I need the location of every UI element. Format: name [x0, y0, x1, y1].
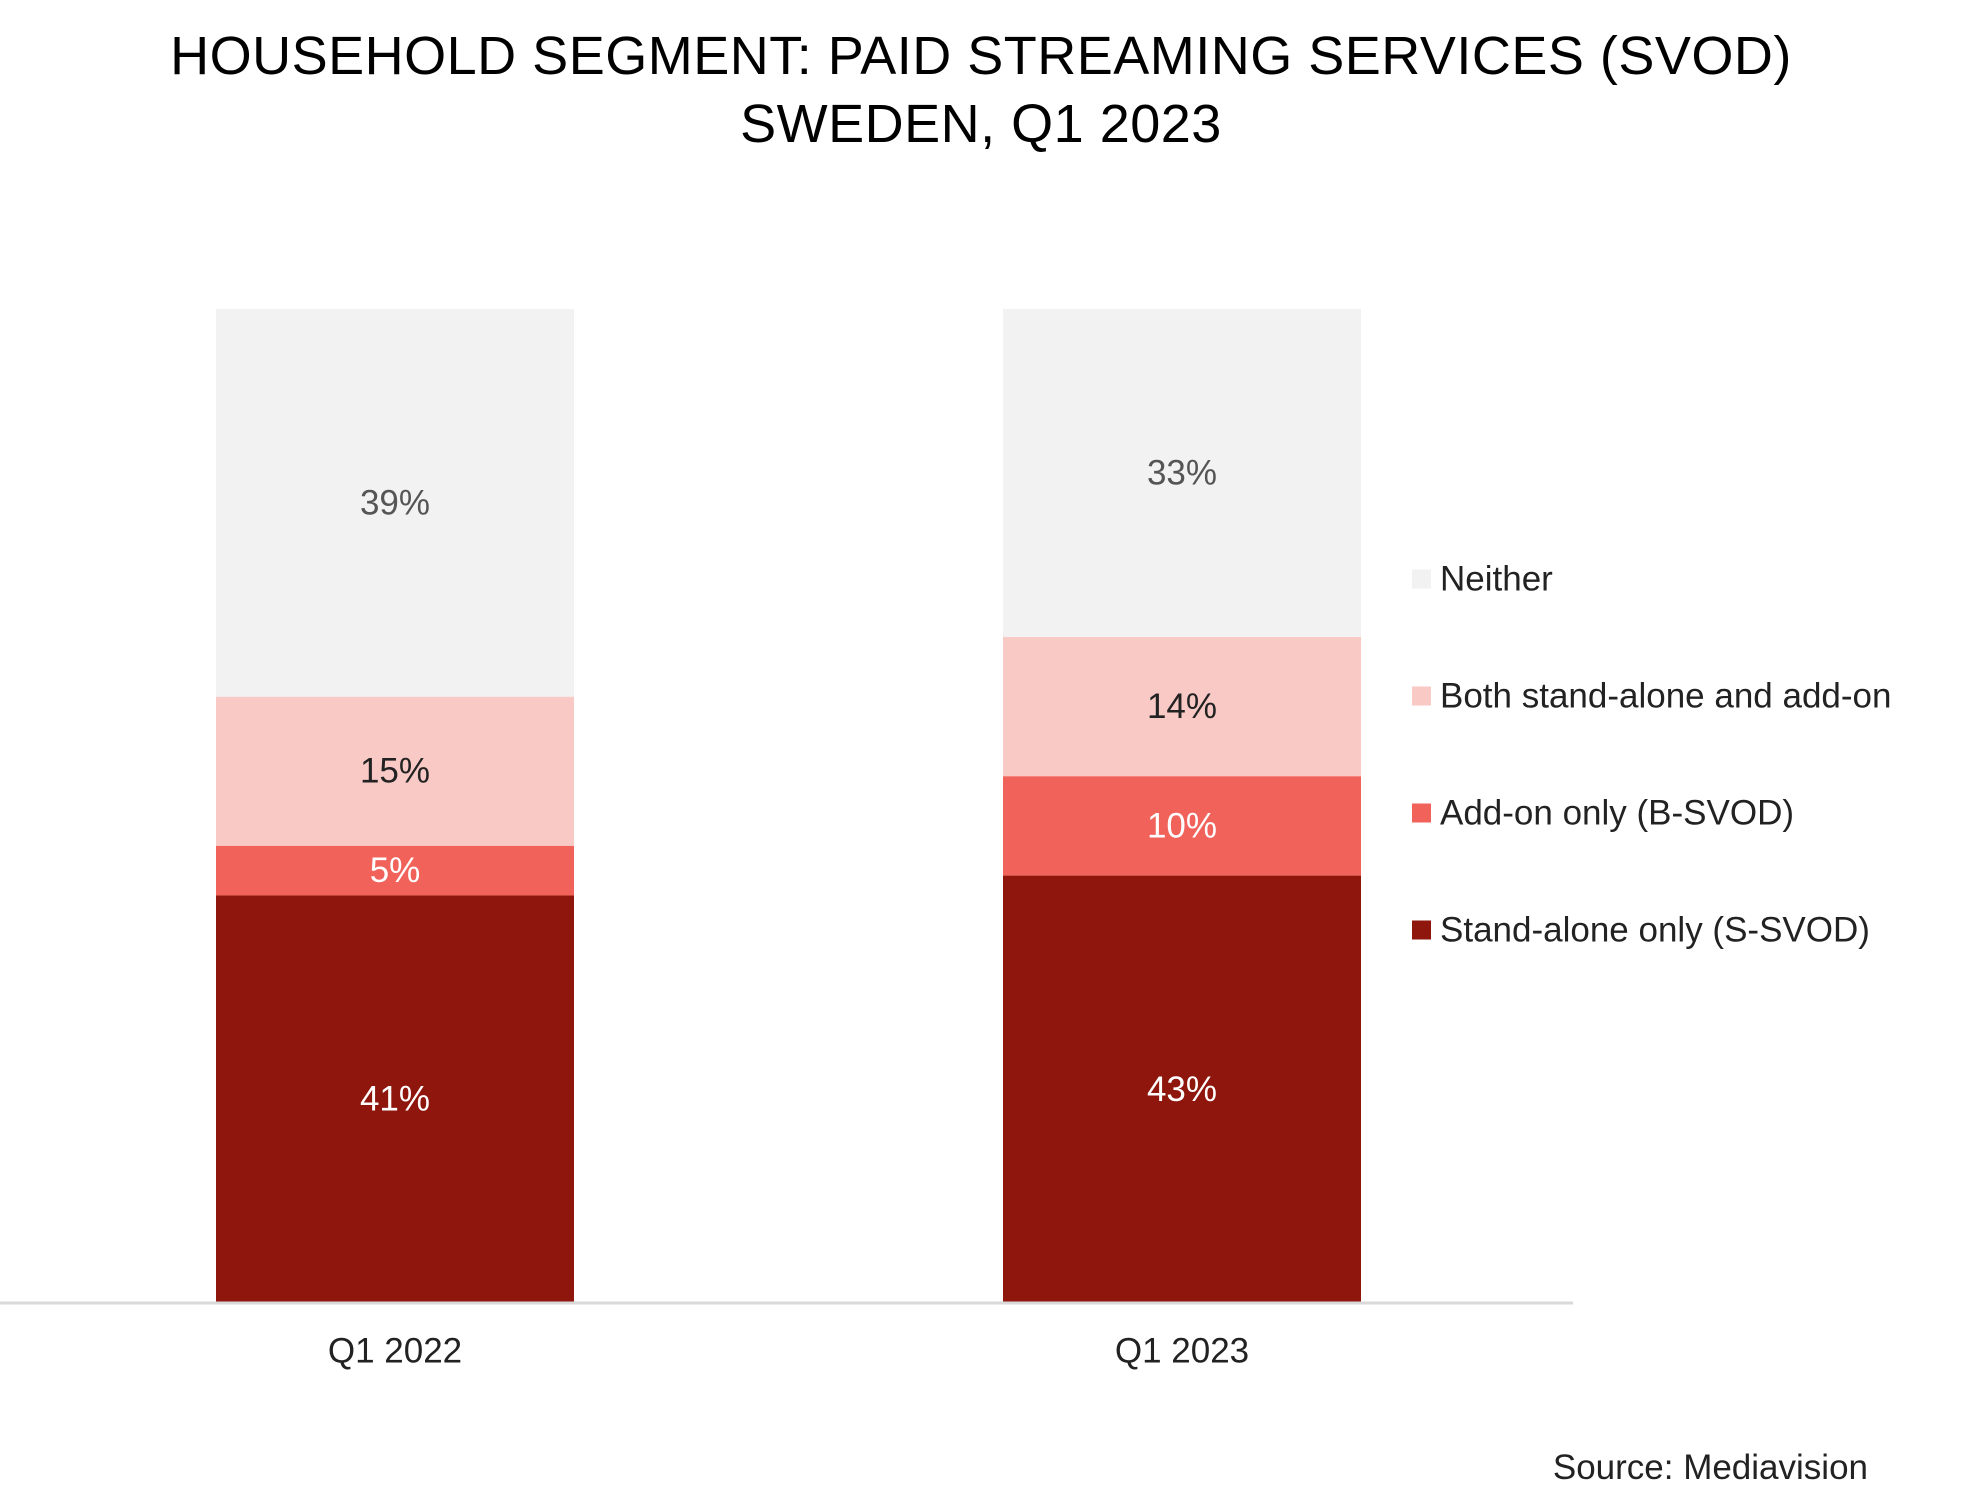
x-tick-label-q1-2023: Q1 2023: [1115, 1332, 1249, 1371]
legend-label-both-stand-alone-and-add-on: Both stand-alone and add-on: [1440, 677, 1891, 716]
legend-swatch-add-on-only-b-svod: [1412, 803, 1431, 823]
chart-title-line: HOUSEHOLD SEGMENT: PAID STREAMING SERVIC…: [170, 26, 1792, 86]
data-label-stand-alone-only-s-svod-q1-2023: 43%: [1147, 1070, 1217, 1109]
bar-segment-add-on-only-b-svod-q1-2022: [216, 845, 574, 896]
data-label-add-on-only-b-svod-q1-2022: 5%: [370, 851, 421, 890]
data-label-both-stand-alone-and-add-on-q1-2023: 14%: [1147, 687, 1217, 726]
legend-swatch-neither: [1412, 569, 1431, 589]
legend-label-add-on-only-b-svod: Add-on only (B-SVOD): [1440, 794, 1794, 833]
x-tick-label-q1-2022: Q1 2022: [328, 1332, 462, 1371]
legend-item-neither: Neither: [1412, 560, 1553, 599]
legend-item-add-on-only-b-svod: Add-on only (B-SVOD): [1412, 794, 1794, 833]
bar-segment-both-stand-alone-and-add-on-q1-2023: [1003, 637, 1361, 777]
bar-segment-stand-alone-only-s-svod-q1-2023: [1003, 875, 1361, 1303]
bar-segment-add-on-only-b-svod-q1-2023: [1003, 776, 1361, 876]
legend-label-stand-alone-only-s-svod: Stand-alone only (S-SVOD): [1440, 911, 1870, 950]
labels-layer: 41% 5% 15% 39% Q1 2022 43% 10% 14% 33% Q1 2023: [328, 454, 1249, 1371]
source-note: Source: Mediavision: [1552, 1448, 1868, 1487]
data-label-both-stand-alone-and-add-on-q1-2022: 15%: [360, 752, 430, 791]
bar-segment-neither-q1-2022: [216, 309, 574, 697]
data-label-add-on-only-b-svod-q1-2023: 10%: [1147, 806, 1217, 845]
legend-item-both-stand-alone-and-add-on: Both stand-alone and add-on: [1412, 677, 1891, 716]
legend-swatch-stand-alone-only-s-svod: [1412, 920, 1431, 940]
legend-item-stand-alone-only-s-svod: Stand-alone only (S-SVOD): [1412, 911, 1870, 950]
legend-swatch-both-stand-alone-and-add-on: [1412, 686, 1431, 706]
bar-segment-stand-alone-only-s-svod-q1-2022: [216, 895, 574, 1303]
bar-segment-both-stand-alone-and-add-on-q1-2022: [216, 696, 574, 846]
data-label-stand-alone-only-s-svod-q1-2022: 41%: [360, 1080, 430, 1119]
chart-title: HOUSEHOLD SEGMENT: PAID STREAMING SERVIC…: [0, 22, 1962, 158]
bar-segment-neither-q1-2023: [1003, 309, 1361, 638]
chart-subtitle: SWEDEN, Q1 2023: [740, 94, 1222, 154]
legend: Neither Both stand-alone and add-on Add-on…: [1412, 560, 1891, 950]
data-label-neither-q1-2022: 39%: [360, 483, 430, 522]
bars-layer: [216, 309, 1361, 1303]
legend-label-neither: Neither: [1440, 560, 1553, 599]
data-label-neither-q1-2023: 33%: [1147, 454, 1217, 493]
